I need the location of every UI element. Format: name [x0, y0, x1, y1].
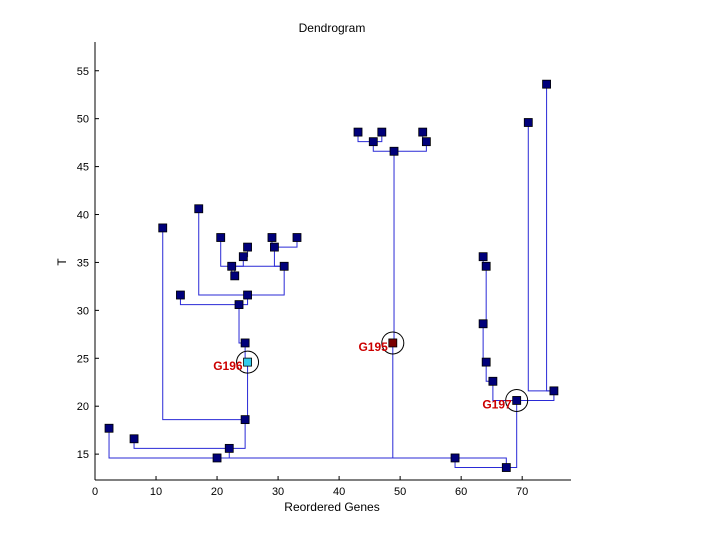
x-tick-label: 70 [516, 486, 528, 498]
dendrogram-node [104, 423, 114, 433]
dendrogram-node [450, 453, 460, 463]
x-tick-label: 50 [394, 486, 406, 498]
y-tick-label: 45 [77, 162, 89, 174]
chart-title: Dendrogram [299, 21, 366, 35]
dendrogram-link [198, 208, 248, 296]
dendrogram-link [492, 381, 517, 401]
dendrogram-link [247, 266, 285, 296]
dendrogram-node [488, 376, 498, 386]
dendrogram-link [234, 265, 285, 276]
dendrogram-link [394, 141, 427, 152]
dendrogram-node [368, 137, 378, 147]
dendrogram-link [392, 151, 395, 344]
dendrogram-node [549, 386, 559, 396]
x-tick-label: 10 [150, 486, 162, 498]
dendrogram-node [238, 252, 248, 262]
dendrogram-link [516, 390, 555, 401]
dendrogram-link [527, 122, 554, 392]
x-tick-label: 0 [92, 486, 98, 498]
dendrogram-node [377, 127, 387, 137]
dendrogram-link [238, 304, 246, 344]
dendrogram-node [523, 118, 533, 127]
dendrogram-link [229, 419, 246, 449]
dendrogram-node [478, 252, 488, 262]
y-tick-label: 15 [77, 449, 89, 461]
dendrogram-nodes [104, 79, 559, 472]
dendrogram-link [133, 438, 230, 449]
dendrogram-node [158, 223, 168, 233]
annotation-label-g197: G197 [482, 397, 512, 411]
dendrogram-link [162, 227, 246, 421]
dendrogram-link [482, 323, 487, 363]
dendrogram-node [234, 300, 244, 310]
plot-area: 0 10 20 30 40 50 60 70 15 20 25 30 35 40 45 50 55 G196 G19… [77, 42, 571, 498]
dendrogram-node [418, 127, 428, 137]
highlighted-node-g197 [512, 396, 522, 405]
dendrogram-node [240, 338, 250, 348]
dendrogram-node [353, 127, 363, 137]
dendrogram-node [292, 233, 302, 242]
dendrogram-link [108, 428, 218, 459]
y-tick-label: 35 [77, 257, 89, 269]
annotation-label-g196: G196 [213, 359, 243, 373]
dendrogram-node [501, 463, 511, 472]
x-tick-label: 30 [272, 486, 284, 498]
annotation-label-g195: G195 [358, 340, 388, 354]
dendrogram-node [227, 261, 237, 271]
dendrogram-node [194, 204, 204, 214]
highlighted-node-g195 [388, 338, 398, 348]
dendrogram-node [212, 453, 222, 463]
annotation-circle-g197 [505, 388, 529, 412]
dendrogram-node [478, 319, 488, 329]
y-tick-label: 25 [77, 353, 89, 365]
dendrogram-node [176, 290, 185, 300]
y-tick-label: 20 [77, 401, 89, 413]
dendrogram-node [542, 79, 551, 89]
dendrogram-node [279, 261, 289, 271]
dendrogram-node [230, 271, 240, 281]
dendrogram-node [129, 434, 139, 444]
dendrogram-link [245, 362, 249, 421]
dendrogram-node [481, 261, 491, 271]
dendrogram-link [483, 266, 487, 325]
dendrogram-link [454, 457, 507, 469]
highlighted-node-g196 [243, 357, 252, 367]
x-axis-label: Reordered Genes [284, 500, 379, 514]
y-axis-label: T [55, 258, 69, 266]
dendrogram-link [217, 457, 507, 468]
dendrogram-node [240, 415, 250, 425]
x-tick-label: 20 [211, 486, 223, 498]
dendrogram-node [389, 146, 399, 156]
dendrogram-node [267, 233, 277, 242]
dendrogram-node [243, 242, 252, 252]
x-tick-label: 60 [455, 486, 467, 498]
dendrogram-node [216, 233, 226, 242]
dendrogram-node [270, 242, 279, 252]
dendrogram-node [421, 137, 431, 147]
dendrogram-node [481, 357, 491, 367]
x-tick-label: 40 [333, 486, 345, 498]
dendrogram-node [243, 290, 252, 300]
y-tick-label: 30 [77, 305, 89, 317]
dendrogram-link [546, 84, 554, 392]
annotation-circle-g195 [381, 331, 405, 355]
dendrogram-link [179, 295, 240, 306]
y-tick-label: 40 [77, 210, 89, 222]
y-tick-label: 50 [77, 114, 89, 126]
annotation-circle-g196 [236, 350, 260, 374]
dendrogram-node [224, 443, 234, 453]
y-tick-label: 55 [77, 66, 89, 78]
